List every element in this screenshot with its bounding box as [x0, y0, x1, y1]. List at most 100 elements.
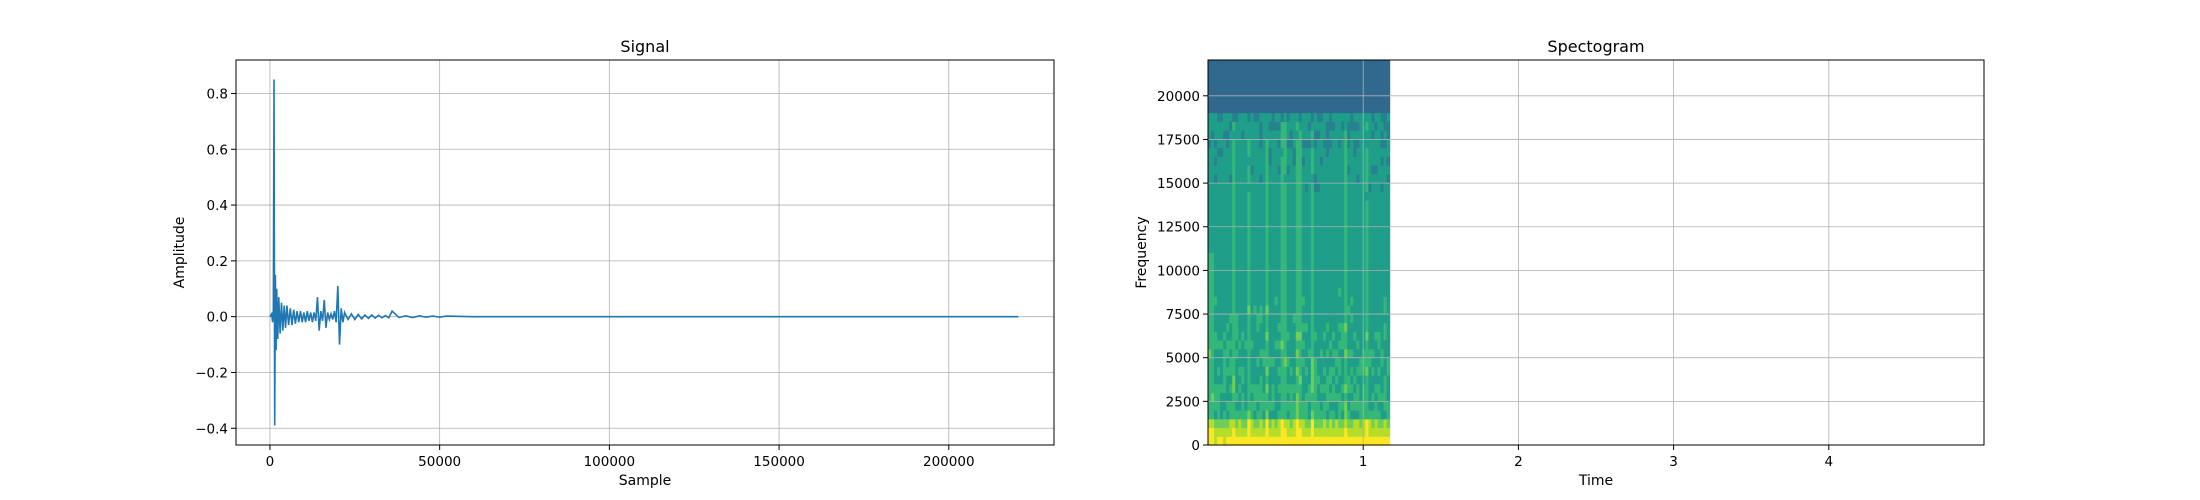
spectrogram-cell — [1301, 331, 1306, 341]
signal-grid — [236, 60, 1054, 445]
spectrogram-cell — [1298, 383, 1303, 394]
spectrogram-cell — [1235, 401, 1239, 411]
spectrogram-cell — [1211, 410, 1215, 420]
spectrogram-cell — [1374, 270, 1379, 280]
spectrogram-cell — [1226, 410, 1230, 420]
spectrogram-cell — [1265, 296, 1270, 306]
spectrogram-cell — [1374, 208, 1379, 219]
spectrogram-cell — [1341, 375, 1345, 385]
spectrogram-cell — [1247, 296, 1251, 306]
spectrogram-cell — [1232, 366, 1236, 376]
spectrogram-cell — [1217, 401, 1221, 411]
spectrogram-cell — [1371, 287, 1376, 297]
spectrogram-cell — [1335, 95, 1339, 105]
spectrogram-cell — [1298, 191, 1303, 201]
spectrogram-cell — [1247, 418, 1251, 429]
spectrogram-cell — [1268, 165, 1273, 175]
spectrogram-cell — [1265, 77, 1270, 87]
spectrogram-cell — [1271, 208, 1276, 219]
spectrogram-cell — [1262, 331, 1267, 341]
spectrogram-cell — [1292, 235, 1297, 245]
spectrogram-cell — [1253, 60, 1258, 70]
spectrogram-cell — [1307, 130, 1312, 140]
spectrogram-cell — [1280, 147, 1285, 157]
spectrogram-cell — [1335, 191, 1339, 201]
spectrogram-cell — [1280, 348, 1285, 359]
spectrogram-cell — [1277, 261, 1282, 271]
spectrogram-cell — [1386, 103, 1391, 114]
spectrogram-cell — [1365, 86, 1369, 96]
spectrogram-cell — [1326, 436, 1330, 446]
spectrogram-cell — [1316, 305, 1321, 315]
spectrogram-cell — [1307, 305, 1312, 315]
spectrogram-cell — [1344, 235, 1348, 245]
spectrogram-cell — [1326, 217, 1330, 227]
spectrogram-cell — [1298, 348, 1303, 359]
spectrogram-cell — [1383, 418, 1388, 429]
spectrogram-cell — [1244, 191, 1248, 201]
spectrogram-cell — [1298, 112, 1303, 122]
spectrogram-cell — [1344, 165, 1348, 175]
spectrogram-cell — [1304, 418, 1309, 429]
spectrogram-cell — [1310, 60, 1315, 70]
spectrogram-cell — [1374, 112, 1379, 122]
spectrogram-cell — [1341, 138, 1345, 149]
spectrogram-cell — [1289, 401, 1294, 411]
spectrogram-cell — [1356, 208, 1360, 219]
spectrogram-cell — [1256, 200, 1261, 210]
spectrogram-cell — [1301, 68, 1306, 79]
spectrogram-cell — [1316, 156, 1321, 166]
spectrogram-cell — [1292, 156, 1297, 166]
spectrogram-cell — [1259, 95, 1264, 105]
spectrogram-cell — [1235, 383, 1239, 394]
spectrogram-cell — [1256, 95, 1261, 105]
spectrogram-cell — [1229, 235, 1233, 245]
spectrogram-cell — [1208, 182, 1212, 192]
spectrogram-cell — [1329, 173, 1333, 184]
spectrogram-cell — [1350, 165, 1354, 175]
spectrogram-cell — [1292, 418, 1297, 429]
spectrogram-cell — [1329, 252, 1333, 262]
spectrogram-cell — [1301, 392, 1306, 402]
spectrogram-cell — [1380, 331, 1385, 341]
spectrogram-cell — [1386, 287, 1391, 297]
spectrogram-cell — [1316, 383, 1321, 394]
spectrogram-cell — [1289, 296, 1294, 306]
spectrogram-cell — [1350, 103, 1354, 114]
spectrogram-cell — [1356, 138, 1360, 149]
spectrogram-cell — [1214, 296, 1218, 306]
spectrogram-cell — [1235, 60, 1239, 70]
spectrogram-cell — [1341, 112, 1345, 122]
spectrogram-cell — [1247, 182, 1251, 192]
spectrogram-cell — [1226, 60, 1230, 70]
spectrogram-cell — [1319, 60, 1324, 70]
spectrogram-cell — [1319, 226, 1324, 236]
spectrogram-cell — [1271, 182, 1276, 192]
signal-y-ticks: −0.4−0.20.00.20.40.60.8 — [195, 86, 236, 437]
spectrogram-cell — [1241, 217, 1245, 227]
spectrogram-cell — [1301, 436, 1306, 446]
spectrogram-cell — [1368, 296, 1373, 306]
spectrogram-cell — [1368, 357, 1373, 367]
spectrogram-cell — [1332, 357, 1336, 367]
spectrogram-cell — [1371, 270, 1376, 280]
spectrogram-cell — [1238, 173, 1242, 184]
spectrogram-cell — [1386, 77, 1391, 87]
spectrogram-cell — [1247, 410, 1251, 420]
spectrogram-cell — [1238, 112, 1242, 122]
spectrogram-cell — [1220, 322, 1224, 332]
spectrogram-cell — [1338, 340, 1342, 350]
spectrogram-cell — [1235, 357, 1239, 367]
spectrogram-cell — [1244, 235, 1248, 245]
spectrogram-cell — [1277, 401, 1282, 411]
spectrogram-cell — [1359, 68, 1363, 79]
spectrogram-cell — [1253, 436, 1258, 446]
spectrogram-cell — [1350, 322, 1354, 332]
spectrogram-cell — [1386, 278, 1391, 289]
spectrogram-cell — [1265, 410, 1270, 420]
spectrogram-cell — [1226, 252, 1230, 262]
spectrogram-cell — [1338, 103, 1342, 114]
spectrogram-cell — [1335, 138, 1339, 149]
spectrogram-cell — [1232, 313, 1236, 324]
spectrogram-cell — [1304, 165, 1309, 175]
